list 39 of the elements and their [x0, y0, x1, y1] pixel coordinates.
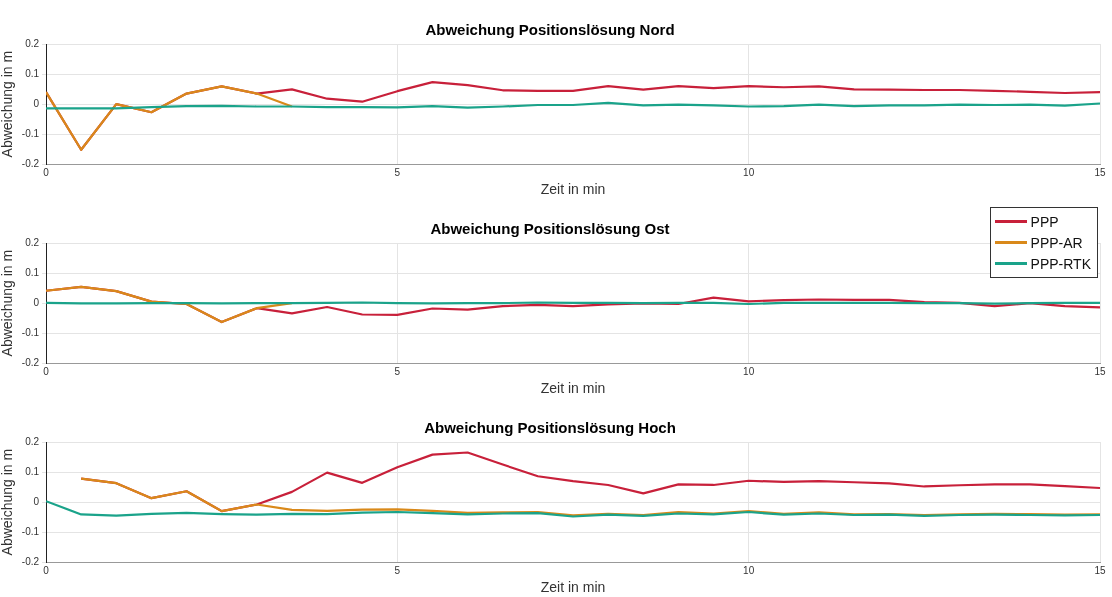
x-axis-title: Zeit in min [540, 579, 606, 596]
y-tick-label: 0.2 [25, 236, 40, 248]
y-tick-label: 0.1 [25, 67, 40, 79]
chart-title: Abweichung Positionslösung Hoch [424, 419, 676, 437]
x-tick-label: 15 [1094, 365, 1106, 377]
x-tick-label: 10 [743, 365, 755, 377]
y-tick-label: -0.2 [21, 157, 40, 169]
chart-title: Abweichung Positionslösung Ost [430, 220, 670, 238]
legend-label: PPP-AR [1030, 234, 1083, 251]
x-tick-label: 5 [394, 166, 401, 178]
x-tick-label: 5 [394, 564, 401, 576]
x-tick-label: 10 [743, 166, 755, 178]
legend-label: PPP-RTK [1030, 255, 1091, 272]
y-axis-title: Abweichung in m [0, 50, 16, 158]
x-axis-title: Zeit in min [540, 181, 606, 198]
x-tick-label: 0 [43, 166, 50, 178]
legend-label: PPP [1030, 213, 1059, 230]
y-tick-label: 0.2 [25, 37, 40, 49]
y-tick-label: 0.1 [25, 465, 40, 477]
y-tick-label: 0.2 [25, 435, 40, 447]
y-tick-label: 0 [33, 296, 40, 308]
y-tick-label: 0 [33, 97, 40, 109]
x-tick-label: 0 [43, 564, 50, 576]
y-tick-label: 0 [33, 495, 40, 507]
y-tick-label: -0.1 [21, 525, 40, 537]
y-tick-label: -0.2 [21, 356, 40, 368]
x-tick-label: 5 [394, 365, 401, 377]
y-tick-label: -0.2 [21, 555, 40, 567]
x-axis-title: Zeit in min [540, 380, 606, 397]
y-tick-label: 0.1 [25, 266, 40, 278]
x-tick-label: 15 [1094, 166, 1106, 178]
y-tick-label: -0.1 [21, 127, 40, 139]
chart-title: Abweichung Positionslösung Nord [425, 21, 675, 39]
x-tick-label: 0 [43, 365, 50, 377]
y-tick-label: -0.1 [21, 326, 40, 338]
x-tick-label: 10 [743, 564, 755, 576]
y-axis-title: Abweichung in m [0, 249, 16, 357]
y-axis-title: Abweichung in m [0, 448, 16, 556]
x-tick-label: 15 [1094, 564, 1106, 576]
